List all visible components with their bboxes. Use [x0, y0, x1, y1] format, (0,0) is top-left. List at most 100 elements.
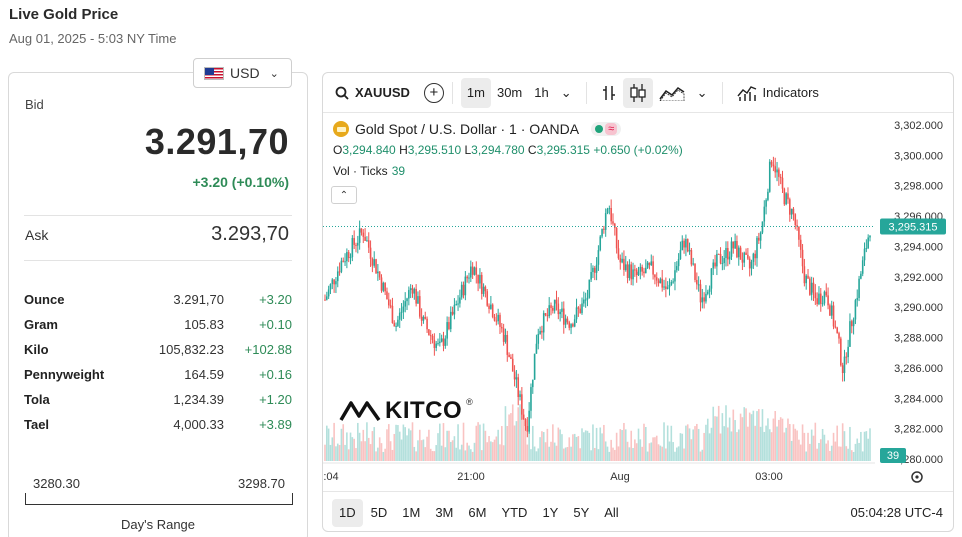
volume-bar: [479, 424, 481, 461]
volume-bar: [639, 439, 642, 461]
candle-body: [694, 263, 696, 280]
volume-bar: [408, 428, 410, 461]
volume-bar: [741, 417, 744, 461]
candle-body: [417, 296, 419, 304]
volume-bar: [723, 426, 725, 461]
candle-body: [544, 313, 547, 316]
interval-dropdown-icon[interactable]: ⌄: [560, 84, 572, 100]
candle-body: [641, 266, 643, 272]
volume-bar: [710, 427, 713, 461]
volume-bar: [646, 451, 649, 461]
candle-body: [493, 316, 496, 321]
candle-body: [418, 296, 421, 317]
candle-body: [748, 258, 751, 269]
currency-select[interactable]: USD ⌄: [193, 58, 292, 88]
volume-bar: [473, 442, 476, 461]
volume-bar: [446, 430, 448, 461]
range-1m[interactable]: 1M: [402, 505, 421, 520]
candle-body: [736, 240, 738, 258]
candle-body: [670, 281, 673, 285]
range-5d[interactable]: 5D: [370, 505, 388, 520]
range-all[interactable]: All: [604, 505, 619, 520]
units-table: Ounce 3.291,70 +3.20 Gram 105.83 +0.10 K…: [24, 287, 294, 437]
volume-bar: [655, 435, 658, 461]
candle-body: [703, 297, 705, 302]
chart-clock[interactable]: 05:04:28 UTC-4: [850, 505, 944, 520]
y-tick-label: 3,284.000: [894, 393, 943, 405]
interval-1m[interactable]: 1m: [460, 77, 491, 108]
interval-1h[interactable]: 1h: [534, 85, 549, 100]
volume-bar: [810, 429, 813, 461]
range-ytd[interactable]: YTD: [501, 505, 528, 520]
range-6m[interactable]: 6M: [468, 505, 487, 520]
volume-bar: [606, 446, 609, 461]
candle-body: [572, 324, 574, 327]
chart-type-dropdown-icon[interactable]: ⌄: [696, 84, 708, 100]
candle-body: [373, 259, 376, 266]
candle-body: [856, 297, 859, 301]
range-1y[interactable]: 1Y: [542, 505, 559, 520]
volume-bar: [326, 425, 328, 461]
volume-bar: [329, 444, 332, 461]
volume-bar: [588, 432, 591, 461]
candle-body: [468, 277, 470, 279]
volume-bar: [645, 427, 647, 461]
volume-bar: [570, 446, 572, 461]
range-3m[interactable]: 3M: [435, 505, 454, 520]
volume-bar: [389, 441, 392, 461]
candle-body: [727, 248, 729, 260]
candle-body: [391, 305, 394, 323]
candlestick-chart-type-icon[interactable]: [622, 77, 653, 108]
volume-bar: [553, 442, 556, 461]
volume-bar: [477, 422, 479, 461]
volume-bar: [511, 404, 514, 461]
volume-bar: [748, 412, 751, 461]
volume-bar: [464, 450, 467, 461]
candle-body: [836, 327, 838, 334]
candle-body: [841, 365, 844, 374]
candle-body: [488, 305, 490, 309]
volume-bar: [858, 442, 860, 461]
volume-bar: [575, 436, 578, 461]
candle-body: [508, 354, 510, 358]
price-chart[interactable]: 3,302.0003,300.0003,298.0003,296.0003,29…: [323, 73, 954, 532]
candle-body: [827, 295, 829, 306]
bar-chart-type-icon[interactable]: [595, 78, 623, 108]
range-1d[interactable]: 1D: [332, 498, 363, 527]
area-chart-type-icon[interactable]: [653, 78, 691, 108]
volume-bar: [568, 437, 571, 461]
candle-body: [783, 188, 786, 205]
volume-bar: [670, 425, 673, 461]
candle-body: [355, 244, 357, 246]
symbol-search[interactable]: XAUUSD: [335, 85, 410, 100]
candle-body: [470, 266, 472, 278]
candle-body: [767, 191, 769, 200]
volume-bar: [375, 451, 377, 461]
bid-value: 3.291,70: [144, 121, 289, 162]
volume-bar: [683, 448, 685, 461]
range-5y[interactable]: 5Y: [573, 505, 590, 520]
volume-bar: [863, 431, 866, 461]
unit-change: +3.20: [259, 292, 292, 307]
volume-bar: [728, 417, 731, 461]
candle-body: [539, 330, 541, 334]
candle-body: [433, 339, 436, 348]
market-status[interactable]: ≈: [591, 122, 622, 136]
volume-bar: [763, 431, 766, 461]
candle-body: [573, 319, 576, 327]
volume-bar: [721, 413, 724, 461]
last-price-label: 3,295.315: [889, 221, 938, 233]
volume-bar: [790, 440, 793, 461]
chart-widget[interactable]: 3,302.000 3,300.000 3,298.000 3,296.000 3,29…: [322, 72, 954, 532]
volume-bar: [657, 444, 660, 461]
volume-bar: [586, 430, 589, 461]
candle-body: [759, 232, 762, 241]
interval-30m[interactable]: 30m: [496, 85, 523, 100]
candle-body: [336, 271, 339, 282]
add-symbol-icon[interactable]: +: [423, 82, 444, 103]
candle-body: [869, 235, 871, 238]
unit-row: Pennyweight 164.59 +0.16: [24, 362, 294, 387]
collapse-legend-icon[interactable]: ⌃: [331, 186, 357, 204]
candle-body: [429, 335, 432, 337]
indicators-button[interactable]: Indicators: [737, 84, 819, 102]
